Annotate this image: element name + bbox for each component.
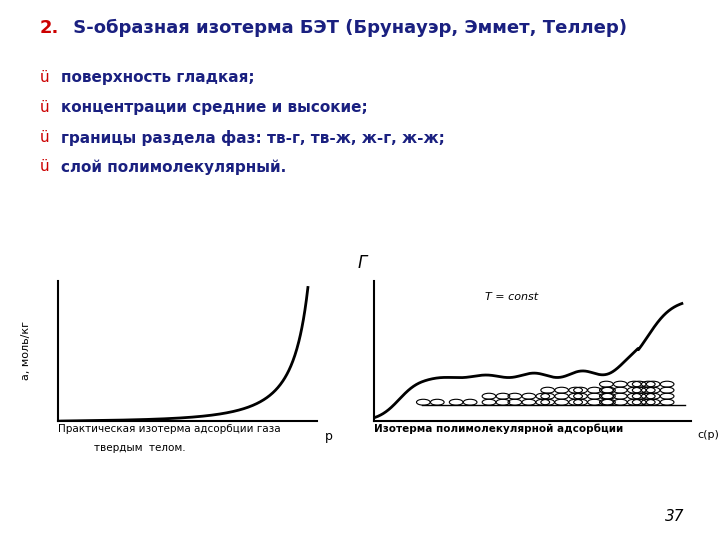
Text: ü: ü bbox=[40, 130, 49, 145]
Text: а, моль/кг: а, моль/кг bbox=[22, 321, 32, 381]
Text: слой полимолекулярный.: слой полимолекулярный. bbox=[61, 159, 287, 175]
Text: твердым  телом.: твердым телом. bbox=[94, 443, 185, 453]
Text: T = const: T = const bbox=[485, 292, 539, 302]
Text: границы раздела фаз: тв-г, тв-ж, ж-г, ж-ж;: границы раздела фаз: тв-г, тв-ж, ж-г, ж-… bbox=[61, 130, 445, 146]
Text: ü: ü bbox=[40, 159, 49, 174]
Text: Изотерма полимолекулярной адсорбции: Изотерма полимолекулярной адсорбции bbox=[374, 424, 624, 434]
Text: Γ: Γ bbox=[357, 254, 366, 272]
Text: 2.: 2. bbox=[40, 19, 59, 37]
Text: 37: 37 bbox=[665, 509, 684, 524]
Text: с(р): с(р) bbox=[698, 430, 719, 440]
Text: концентрации средние и высокие;: концентрации средние и высокие; bbox=[61, 100, 368, 115]
Text: ü: ü bbox=[40, 70, 49, 85]
Text: ü: ü bbox=[40, 100, 49, 115]
Text: р: р bbox=[325, 430, 333, 443]
Text: S-образная изотерма БЭТ (Брунауэр, Эммет, Теллер): S-образная изотерма БЭТ (Брунауэр, Эммет… bbox=[67, 19, 627, 37]
Text: Практическая изотерма адсорбции газа: Практическая изотерма адсорбции газа bbox=[58, 424, 280, 434]
Text: поверхность гладкая;: поверхность гладкая; bbox=[61, 70, 255, 85]
